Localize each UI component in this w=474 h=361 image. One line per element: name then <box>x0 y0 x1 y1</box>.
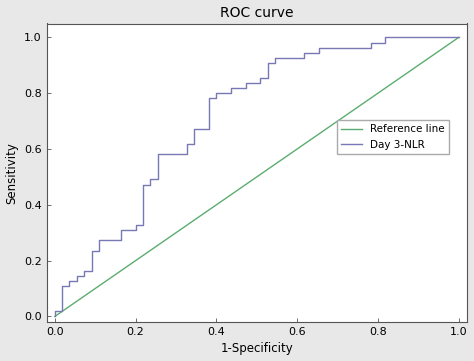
Day 3-NLR <box>456 35 462 40</box>
Legend: Reference line, Day 3-NLR: Reference line, Day 3-NLR <box>337 120 449 154</box>
Day 3-NLR <box>206 96 212 100</box>
Day 3-NLR <box>383 35 388 40</box>
Day 3-NLR <box>155 177 160 182</box>
Line: Day 3-NLR: Day 3-NLR <box>55 38 459 317</box>
X-axis label: 1-Specificity: 1-Specificity <box>220 343 293 356</box>
Day 3-NLR <box>133 228 138 232</box>
Day 3-NLR <box>434 35 439 40</box>
Title: ROC curve: ROC curve <box>220 5 293 19</box>
Day 3-NLR <box>52 314 58 319</box>
Y-axis label: Sensitivity: Sensitivity <box>6 142 18 204</box>
Day 3-NLR <box>118 233 124 238</box>
Day 3-NLR <box>184 147 190 151</box>
